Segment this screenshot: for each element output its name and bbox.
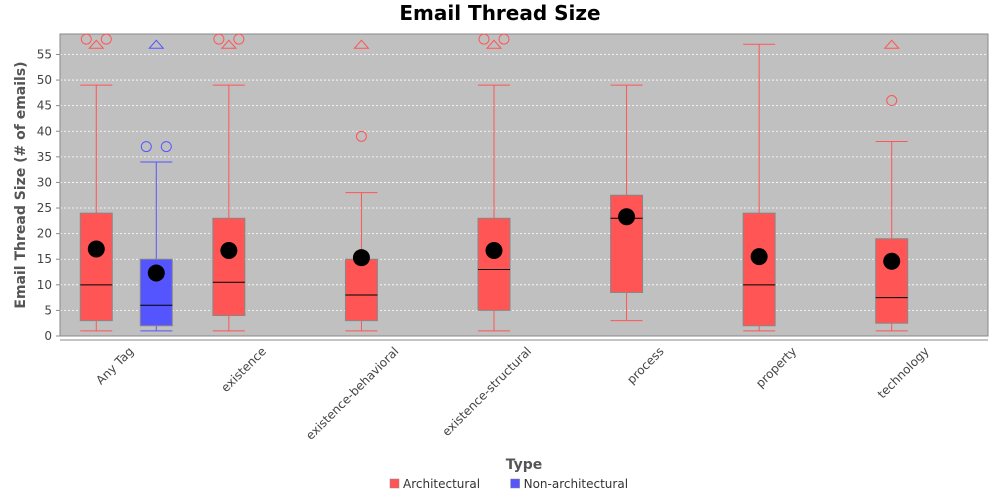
- mean-marker: [87, 240, 105, 258]
- box-plots: [79, 33, 909, 332]
- y-tick-label: 45: [37, 99, 52, 113]
- y-tick-label: 0: [44, 329, 52, 343]
- outlier-marker: [355, 130, 367, 142]
- mean-marker: [352, 249, 370, 267]
- y-tick-label: 15: [37, 252, 52, 266]
- far-outlier-marker: [485, 39, 503, 49]
- y-tick-label: 35: [37, 150, 52, 164]
- outlier-marker: [160, 141, 172, 153]
- y-tick-label: 10: [37, 278, 52, 292]
- y-tick-label: 20: [37, 227, 52, 241]
- mean-marker: [883, 252, 901, 270]
- box: [344, 258, 378, 322]
- outlier-marker: [80, 33, 92, 45]
- box: [875, 238, 909, 324]
- box-plot: [742, 43, 776, 332]
- y-tick-label: 55: [37, 47, 52, 61]
- far-outlier-marker: [883, 39, 900, 49]
- box-plot: [477, 33, 511, 332]
- mean-marker: [485, 242, 503, 260]
- mean-marker: [750, 248, 768, 266]
- far-outlier-marker: [88, 39, 105, 49]
- box-plot: [344, 39, 378, 332]
- box: [212, 217, 246, 317]
- outlier-marker: [233, 33, 245, 45]
- outlier-marker: [498, 33, 510, 45]
- plot-area: [59, 33, 989, 337]
- far-outlier-marker: [148, 39, 165, 49]
- y-axis: 0 5 10 15 20 25 30 35 40 45 50 55: [37, 34, 61, 343]
- x-tick-label: property: [753, 344, 799, 390]
- far-outlier-marker: [353, 39, 370, 49]
- y-tick-label: 25: [37, 201, 52, 215]
- box: [742, 212, 776, 327]
- box-plot: [610, 84, 644, 322]
- x-tick-label: technology: [875, 344, 932, 401]
- mean-marker: [618, 208, 636, 226]
- legend-label: Non-architectural: [524, 477, 628, 491]
- legend-swatch: [389, 478, 400, 489]
- x-tick-label: existence-structural: [439, 344, 534, 439]
- y-tick-label: 50: [37, 73, 52, 87]
- y-axis-label: Email Thread Size (# of emails): [13, 61, 29, 308]
- box-plot: [212, 33, 246, 332]
- mean-marker: [220, 242, 238, 260]
- box: [79, 212, 113, 322]
- box: [477, 217, 511, 311]
- box-plot: [79, 33, 113, 332]
- y-tick-label: 30: [37, 175, 52, 189]
- outlier-marker: [213, 33, 225, 45]
- x-tick-label: existence: [218, 344, 269, 395]
- far-outlier-marker: [220, 39, 237, 49]
- outlier-marker: [478, 33, 490, 45]
- mean-marker: [147, 264, 165, 282]
- box-plot: [875, 39, 909, 332]
- chart-title: Email Thread Size: [399, 1, 600, 25]
- outlier-marker: [140, 141, 152, 153]
- y-tick-label: 40: [37, 124, 52, 138]
- x-tick-label: process: [624, 344, 667, 387]
- x-axis-label: Type: [506, 457, 543, 473]
- x-axis: Any Tag existence existence-behavioral exis…: [60, 339, 988, 443]
- gridlines: [60, 54, 988, 311]
- legend-label: Architectural: [403, 477, 480, 491]
- box-plot: [139, 39, 173, 332]
- legend: Architectural Non-architectural: [389, 477, 628, 491]
- outlier-marker: [886, 95, 898, 107]
- outlier-marker: [100, 33, 112, 45]
- legend-swatch: [510, 478, 520, 489]
- y-tick-label: 5: [44, 303, 52, 317]
- x-tick-label: Any Tag: [93, 344, 136, 387]
- x-tick-label: existence-behavioral: [303, 344, 401, 442]
